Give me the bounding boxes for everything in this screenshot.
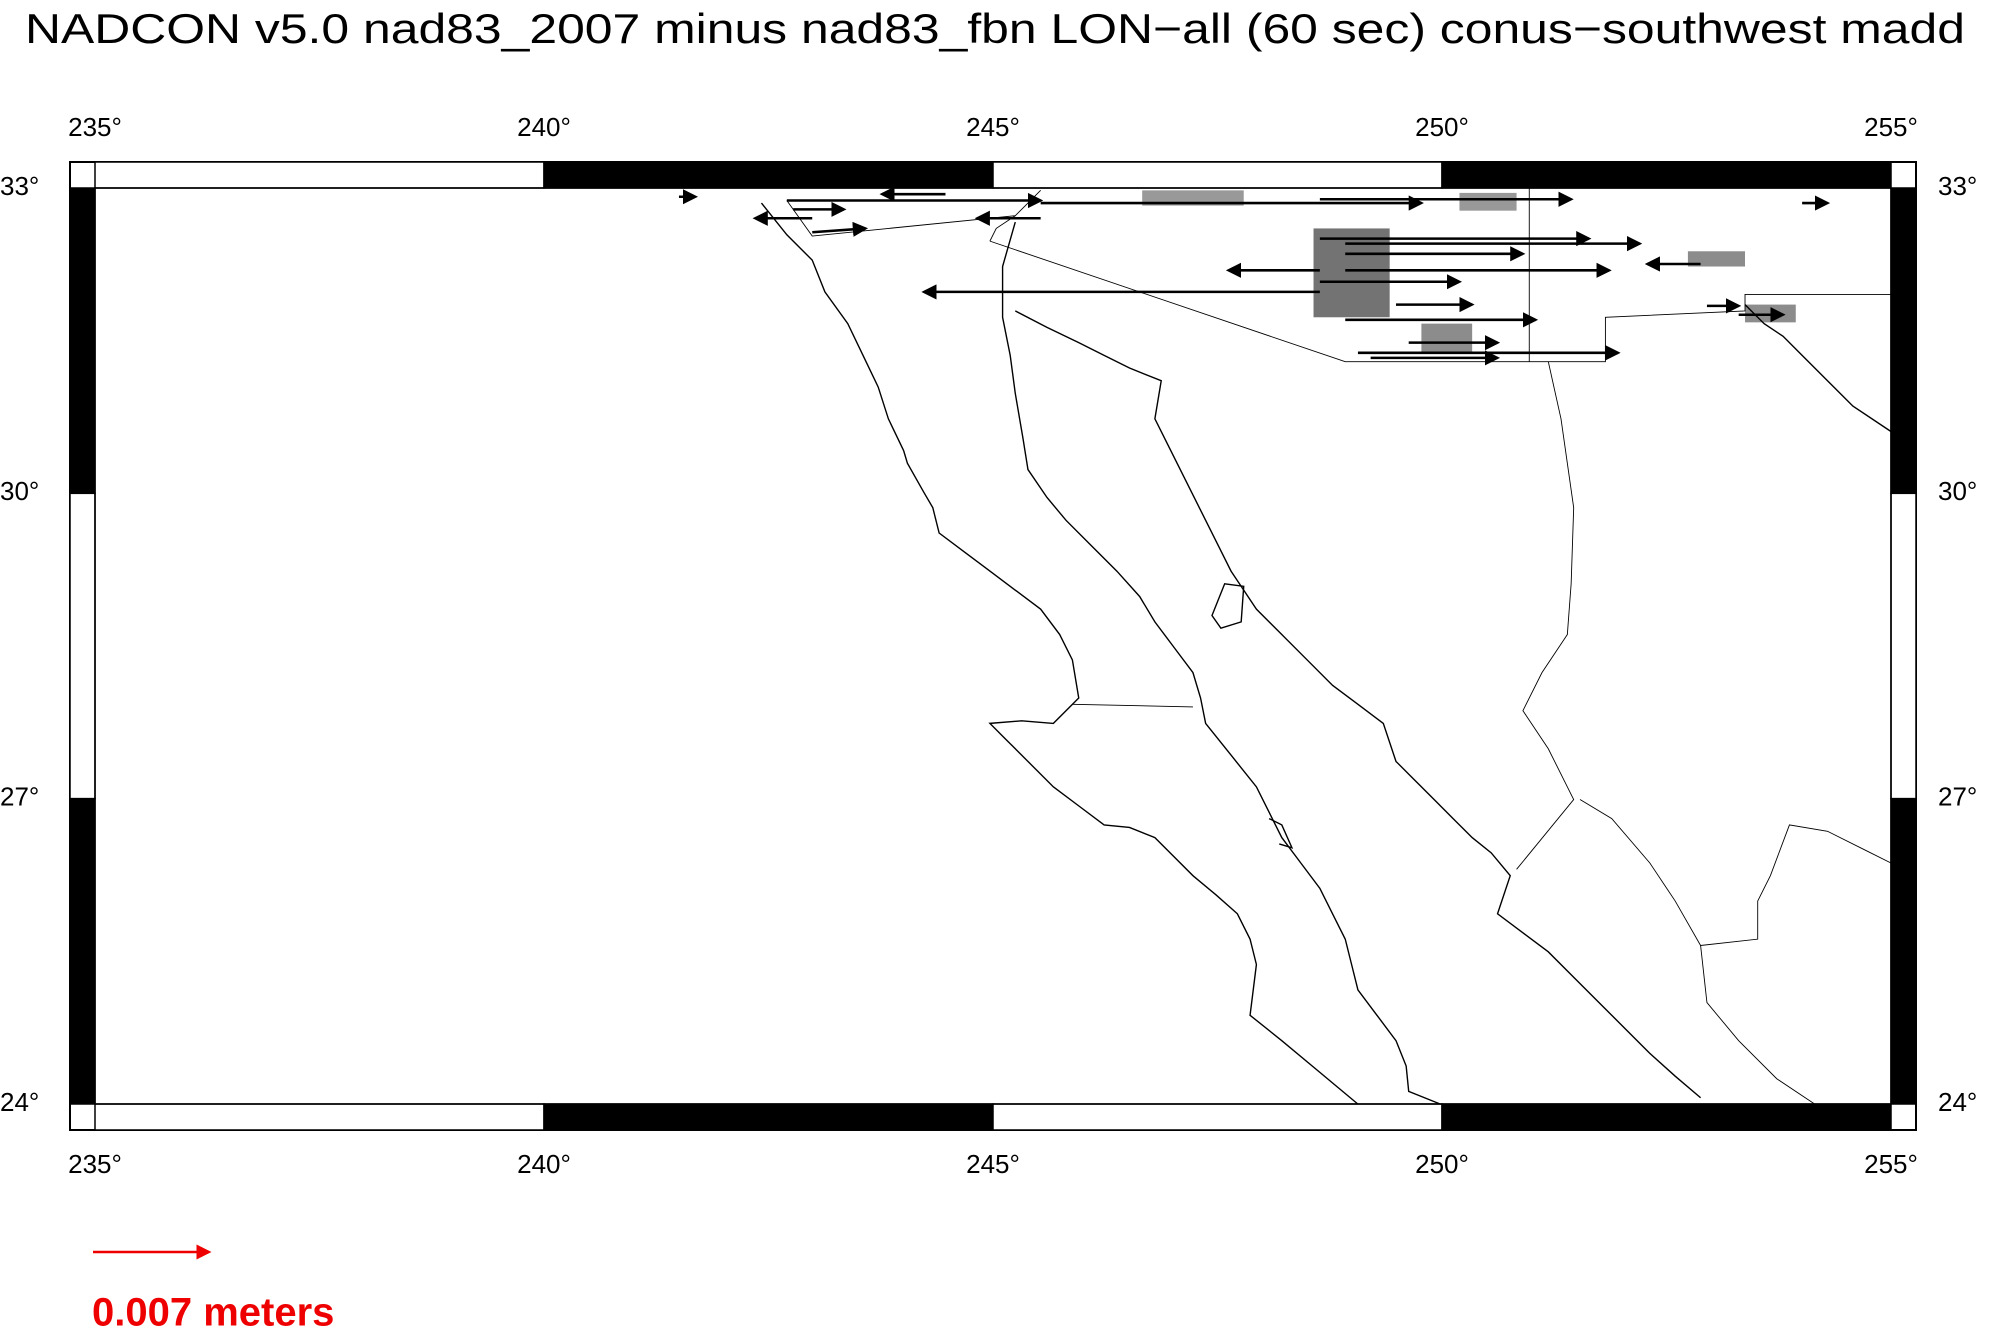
map-frame xyxy=(69,161,1917,1131)
coastline xyxy=(1268,817,1294,849)
lon-label: 235° xyxy=(68,112,122,142)
frame-band xyxy=(1890,797,1917,1105)
vectors xyxy=(678,186,1831,366)
lon-label: 235° xyxy=(68,1149,122,1179)
lon-label: 255° xyxy=(1864,112,1918,142)
vector xyxy=(812,221,869,237)
border xyxy=(1516,361,1575,870)
border xyxy=(1700,945,1816,1105)
lon-label: 240° xyxy=(517,112,571,142)
lat-label: 24° xyxy=(0,1087,39,1117)
vector-cluster xyxy=(1142,190,1796,352)
lon-label: 245° xyxy=(966,112,1020,142)
coastline xyxy=(1001,221,1441,1105)
lon-label: 240° xyxy=(517,1149,571,1179)
frame-band xyxy=(1441,161,1892,189)
border xyxy=(1579,799,1892,946)
lat-label: 30° xyxy=(0,476,39,506)
frame-band xyxy=(94,1103,545,1131)
lat-label: 27° xyxy=(1938,782,1977,812)
scale-label: 0.007 meters xyxy=(92,1291,334,1335)
coastline xyxy=(1014,310,1702,1099)
coastlines xyxy=(760,187,1892,1105)
coastline xyxy=(1744,304,1892,433)
lon-label: 255° xyxy=(1864,1149,1918,1179)
frame-outer xyxy=(69,161,1917,1131)
frame-band xyxy=(1890,492,1917,800)
frame-band xyxy=(1441,1103,1892,1131)
coastline xyxy=(760,202,1359,1105)
map-title: NADCON v5.0 nad83_2007 minus nad83_fbn L… xyxy=(25,5,1965,52)
frame-band xyxy=(94,161,545,189)
frame-band xyxy=(543,1103,994,1131)
frame-band xyxy=(992,1103,1443,1131)
frame-band xyxy=(543,161,994,189)
lat-label: 27° xyxy=(0,782,39,812)
border xyxy=(1072,703,1193,708)
lat-label: 30° xyxy=(1938,476,1977,506)
frame-band xyxy=(69,797,96,1105)
frame-band xyxy=(69,492,96,800)
island xyxy=(1211,583,1245,630)
frame-band xyxy=(992,161,1443,189)
map-area xyxy=(94,187,1892,1105)
frame-band xyxy=(1890,187,1917,495)
frame-band xyxy=(69,187,96,495)
lat-label: 33° xyxy=(1938,171,1977,201)
lon-label: 245° xyxy=(966,1149,1020,1179)
lat-label: 33° xyxy=(0,171,39,201)
lat-label: 24° xyxy=(1938,1087,1977,1117)
border xyxy=(989,215,1016,242)
lon-label: 250° xyxy=(1415,112,1469,142)
lon-label: 250° xyxy=(1415,1149,1469,1179)
border xyxy=(989,240,1891,363)
